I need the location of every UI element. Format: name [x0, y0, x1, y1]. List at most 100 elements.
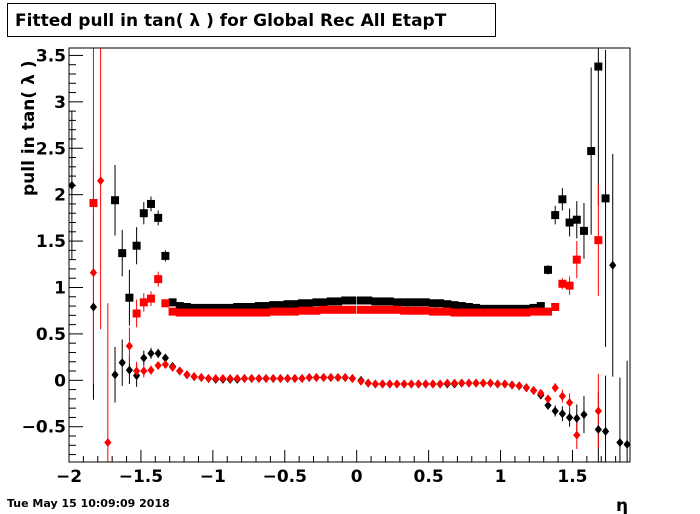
data-point-square: [233, 308, 242, 317]
y-tick-label: 3: [54, 93, 66, 113]
data-point-diamond: [414, 379, 423, 389]
data-point-square: [146, 294, 155, 303]
x-tick-label: 0.5: [414, 467, 444, 487]
data-point-square: [226, 303, 235, 312]
data-point-square: [472, 303, 481, 312]
data-point-square: [182, 308, 191, 317]
data-point-square: [204, 303, 213, 312]
data-point-diamond: [97, 176, 105, 186]
data-point-square: [436, 307, 445, 316]
data-point-diamond: [147, 348, 155, 358]
data-point-diamond: [580, 410, 588, 420]
data-point-diamond: [197, 373, 205, 383]
data-point-square: [392, 298, 401, 307]
data-point-diamond: [479, 378, 487, 388]
data-point-square: [357, 296, 366, 305]
data-point-square: [211, 303, 220, 312]
data-point-square: [190, 308, 199, 317]
data-point-square: [182, 302, 191, 311]
data-point-diamond: [154, 360, 162, 370]
data-point-diamond: [601, 426, 610, 436]
y-tick-label: 3.5: [36, 46, 66, 66]
data-point-square: [544, 307, 553, 316]
data-point-square: [414, 306, 423, 315]
y-tick-label: 2: [54, 186, 66, 206]
data-point-diamond: [176, 366, 184, 376]
data-point-square: [305, 299, 314, 308]
data-point-diamond: [240, 373, 249, 383]
data-point-diamond: [450, 378, 459, 388]
data-point-diamond: [284, 373, 292, 383]
data-point-square: [348, 305, 357, 314]
data-point-diamond: [161, 360, 169, 370]
data-point-square: [312, 306, 321, 315]
data-point-square: [407, 298, 416, 307]
data-point-square: [298, 306, 307, 315]
error-bars: [71, 48, 628, 462]
data-point-square: [146, 199, 155, 208]
data-point-square: [276, 301, 285, 310]
data-point-square: [515, 308, 524, 317]
data-point-diamond: [422, 379, 430, 389]
x-tick-label: −1: [200, 467, 226, 487]
y-tick-label: −0.5: [22, 418, 66, 438]
data-point-square: [197, 308, 206, 317]
data-point-diamond: [183, 370, 191, 380]
data-point-square: [262, 302, 271, 311]
data-point-square: [400, 306, 409, 315]
data-point-square: [544, 265, 553, 274]
y-axis: −0.5 0 0.5 1 1.5 2 2.5 3 3.5: [22, 46, 83, 456]
data-point-square: [154, 213, 163, 222]
data-point-square: [551, 302, 560, 311]
data-point-diamond: [154, 348, 162, 358]
data-point-diamond: [320, 373, 328, 383]
data-point-square: [407, 306, 416, 315]
data-point-square: [333, 305, 342, 314]
data-point-diamond: [276, 373, 285, 383]
data-point-square: [565, 281, 574, 290]
data-point-diamond: [371, 379, 379, 389]
data-point-diamond: [248, 373, 256, 383]
data-point-diamond: [147, 365, 155, 375]
x-axis: −2 −1.5 −1 −0.5 0 0.5 1 1.5: [56, 450, 631, 487]
data-point-diamond: [357, 376, 365, 386]
plot-frame: [68, 47, 631, 463]
data-point-square: [522, 308, 531, 317]
data-point-square: [357, 305, 366, 314]
data-point-square: [348, 296, 357, 305]
data-point-diamond: [104, 438, 112, 448]
data-point-square: [161, 299, 170, 308]
data-point-square: [168, 307, 177, 316]
data-point-square: [579, 226, 588, 235]
data-point-diamond: [594, 425, 602, 435]
data-point-diamond: [89, 302, 98, 312]
data-point-diamond: [407, 379, 415, 389]
data-point-diamond: [393, 379, 401, 389]
data-point-square: [572, 255, 581, 264]
data-point-square: [364, 305, 373, 314]
x-tick-label: 1: [495, 467, 507, 487]
data-point-diamond: [111, 370, 119, 380]
data-point-square: [400, 298, 409, 307]
x-tick-label: −2: [56, 467, 82, 487]
data-point-diamond: [190, 372, 198, 382]
data-point-diamond: [616, 438, 624, 448]
data-point-diamond: [262, 373, 270, 383]
data-point-square: [421, 306, 430, 315]
data-point-diamond: [212, 373, 220, 383]
data-point-square: [558, 279, 567, 288]
data-point-square: [269, 307, 278, 316]
data-point-diamond: [472, 378, 480, 388]
data-point-square: [226, 308, 235, 317]
data-point-square: [529, 307, 538, 316]
data-point-square: [269, 301, 278, 310]
data-point-square: [290, 307, 299, 316]
data-point-square: [175, 308, 184, 317]
data-point-diamond: [443, 378, 451, 388]
data-point-square: [204, 308, 213, 317]
data-point-diamond: [537, 388, 545, 398]
x-tick-label: −0.5: [263, 467, 307, 487]
data-point-square: [190, 303, 199, 312]
data-point-square: [333, 297, 342, 306]
timestamp: Tue May 15 10:09:09 2018: [7, 497, 170, 510]
